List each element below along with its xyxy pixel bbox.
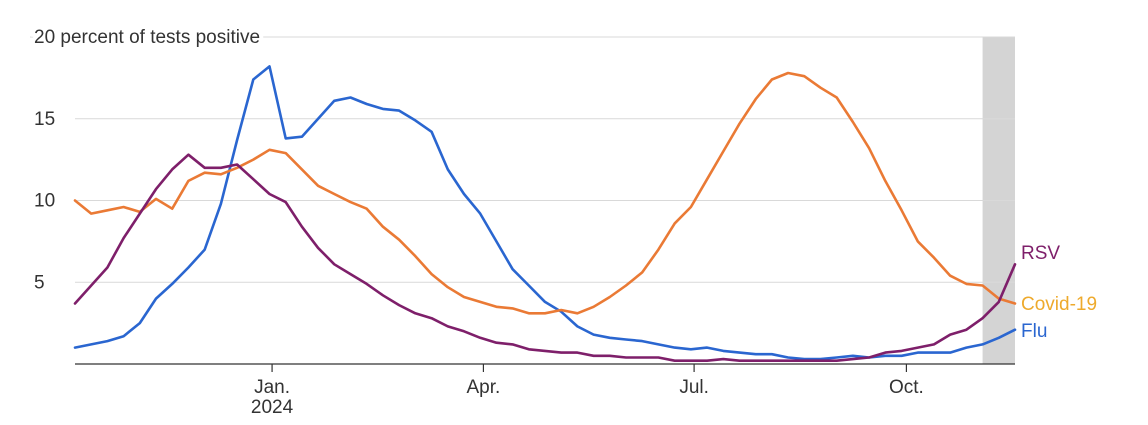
x-tick-label: Apr. <box>467 377 501 398</box>
series-line <box>73 153 1017 362</box>
x-tick-sublabel: 2024 <box>251 397 294 418</box>
series-label: Covid-19 <box>1021 294 1097 315</box>
series-line <box>73 65 1017 361</box>
y-tick-label: 20 percent of tests positive <box>34 27 260 48</box>
y-tick-label: 15 <box>34 109 55 130</box>
y-tick-label: 5 <box>34 272 45 293</box>
y-tick-label: 10 <box>34 191 55 212</box>
series-line <box>73 71 1017 315</box>
series-label: RSV <box>1021 243 1060 264</box>
x-tick-label: Oct. <box>889 377 924 398</box>
x-tick-label: Jan. <box>254 377 290 398</box>
series-label: Flu <box>1021 321 1047 342</box>
x-tick-label: Jul. <box>679 377 709 398</box>
